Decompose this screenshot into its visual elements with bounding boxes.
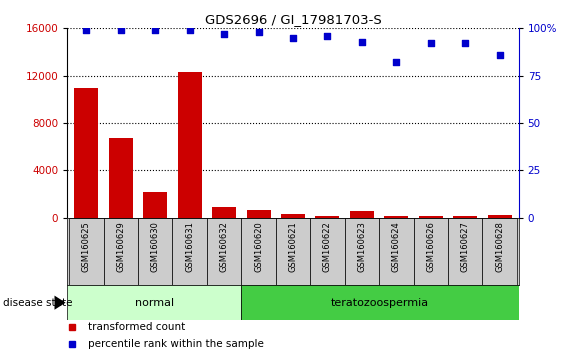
Point — [357, 39, 367, 44]
Point — [426, 41, 435, 46]
Bar — [276, 218, 310, 285]
Text: disease state: disease state — [3, 298, 73, 308]
Point — [254, 29, 263, 35]
Text: GSM160631: GSM160631 — [185, 221, 194, 272]
Point — [288, 35, 298, 41]
Bar — [448, 218, 482, 285]
Point — [185, 27, 195, 33]
Bar — [143, 192, 167, 218]
Bar — [207, 218, 241, 285]
Text: GSM160629: GSM160629 — [116, 221, 125, 272]
Bar — [172, 218, 207, 285]
Point — [323, 33, 332, 39]
Bar — [241, 285, 519, 320]
Point — [495, 52, 505, 58]
Bar — [414, 218, 448, 285]
Text: GSM160623: GSM160623 — [357, 221, 366, 272]
Point — [81, 27, 91, 33]
Bar — [350, 211, 374, 218]
Text: GSM160621: GSM160621 — [288, 221, 298, 272]
Bar — [178, 72, 202, 218]
Text: GSM160632: GSM160632 — [220, 221, 229, 272]
Text: GSM160620: GSM160620 — [254, 221, 263, 272]
Point — [219, 31, 229, 37]
Bar — [379, 218, 414, 285]
Bar — [69, 218, 104, 285]
Text: GSM160628: GSM160628 — [495, 221, 504, 272]
Text: GSM160630: GSM160630 — [151, 221, 160, 272]
Text: normal: normal — [135, 298, 173, 308]
Bar — [315, 216, 339, 218]
Bar — [212, 207, 236, 218]
Bar — [67, 285, 241, 320]
Text: GSM160626: GSM160626 — [426, 221, 435, 272]
Text: GSM160624: GSM160624 — [392, 221, 401, 272]
Bar — [247, 210, 271, 218]
Text: GSM160625: GSM160625 — [82, 221, 91, 272]
Bar — [281, 213, 305, 218]
Text: GSM160627: GSM160627 — [461, 221, 470, 272]
Bar — [138, 218, 172, 285]
Bar — [241, 218, 276, 285]
Bar — [109, 138, 133, 218]
Text: GSM160622: GSM160622 — [323, 221, 332, 272]
Text: transformed count: transformed count — [88, 321, 185, 332]
Text: percentile rank within the sample: percentile rank within the sample — [88, 339, 264, 349]
Point — [116, 27, 125, 33]
Bar — [488, 215, 512, 218]
Point — [391, 59, 401, 65]
Text: teratozoospermia: teratozoospermia — [331, 298, 429, 308]
Bar — [74, 87, 98, 218]
Point — [151, 27, 160, 33]
Point — [461, 41, 470, 46]
Bar — [482, 218, 517, 285]
Bar — [310, 218, 345, 285]
Bar — [384, 216, 408, 218]
Bar — [345, 218, 379, 285]
Bar — [419, 216, 443, 218]
Bar — [104, 218, 138, 285]
Title: GDS2696 / GI_17981703-S: GDS2696 / GI_17981703-S — [205, 13, 381, 26]
Bar — [453, 216, 477, 218]
